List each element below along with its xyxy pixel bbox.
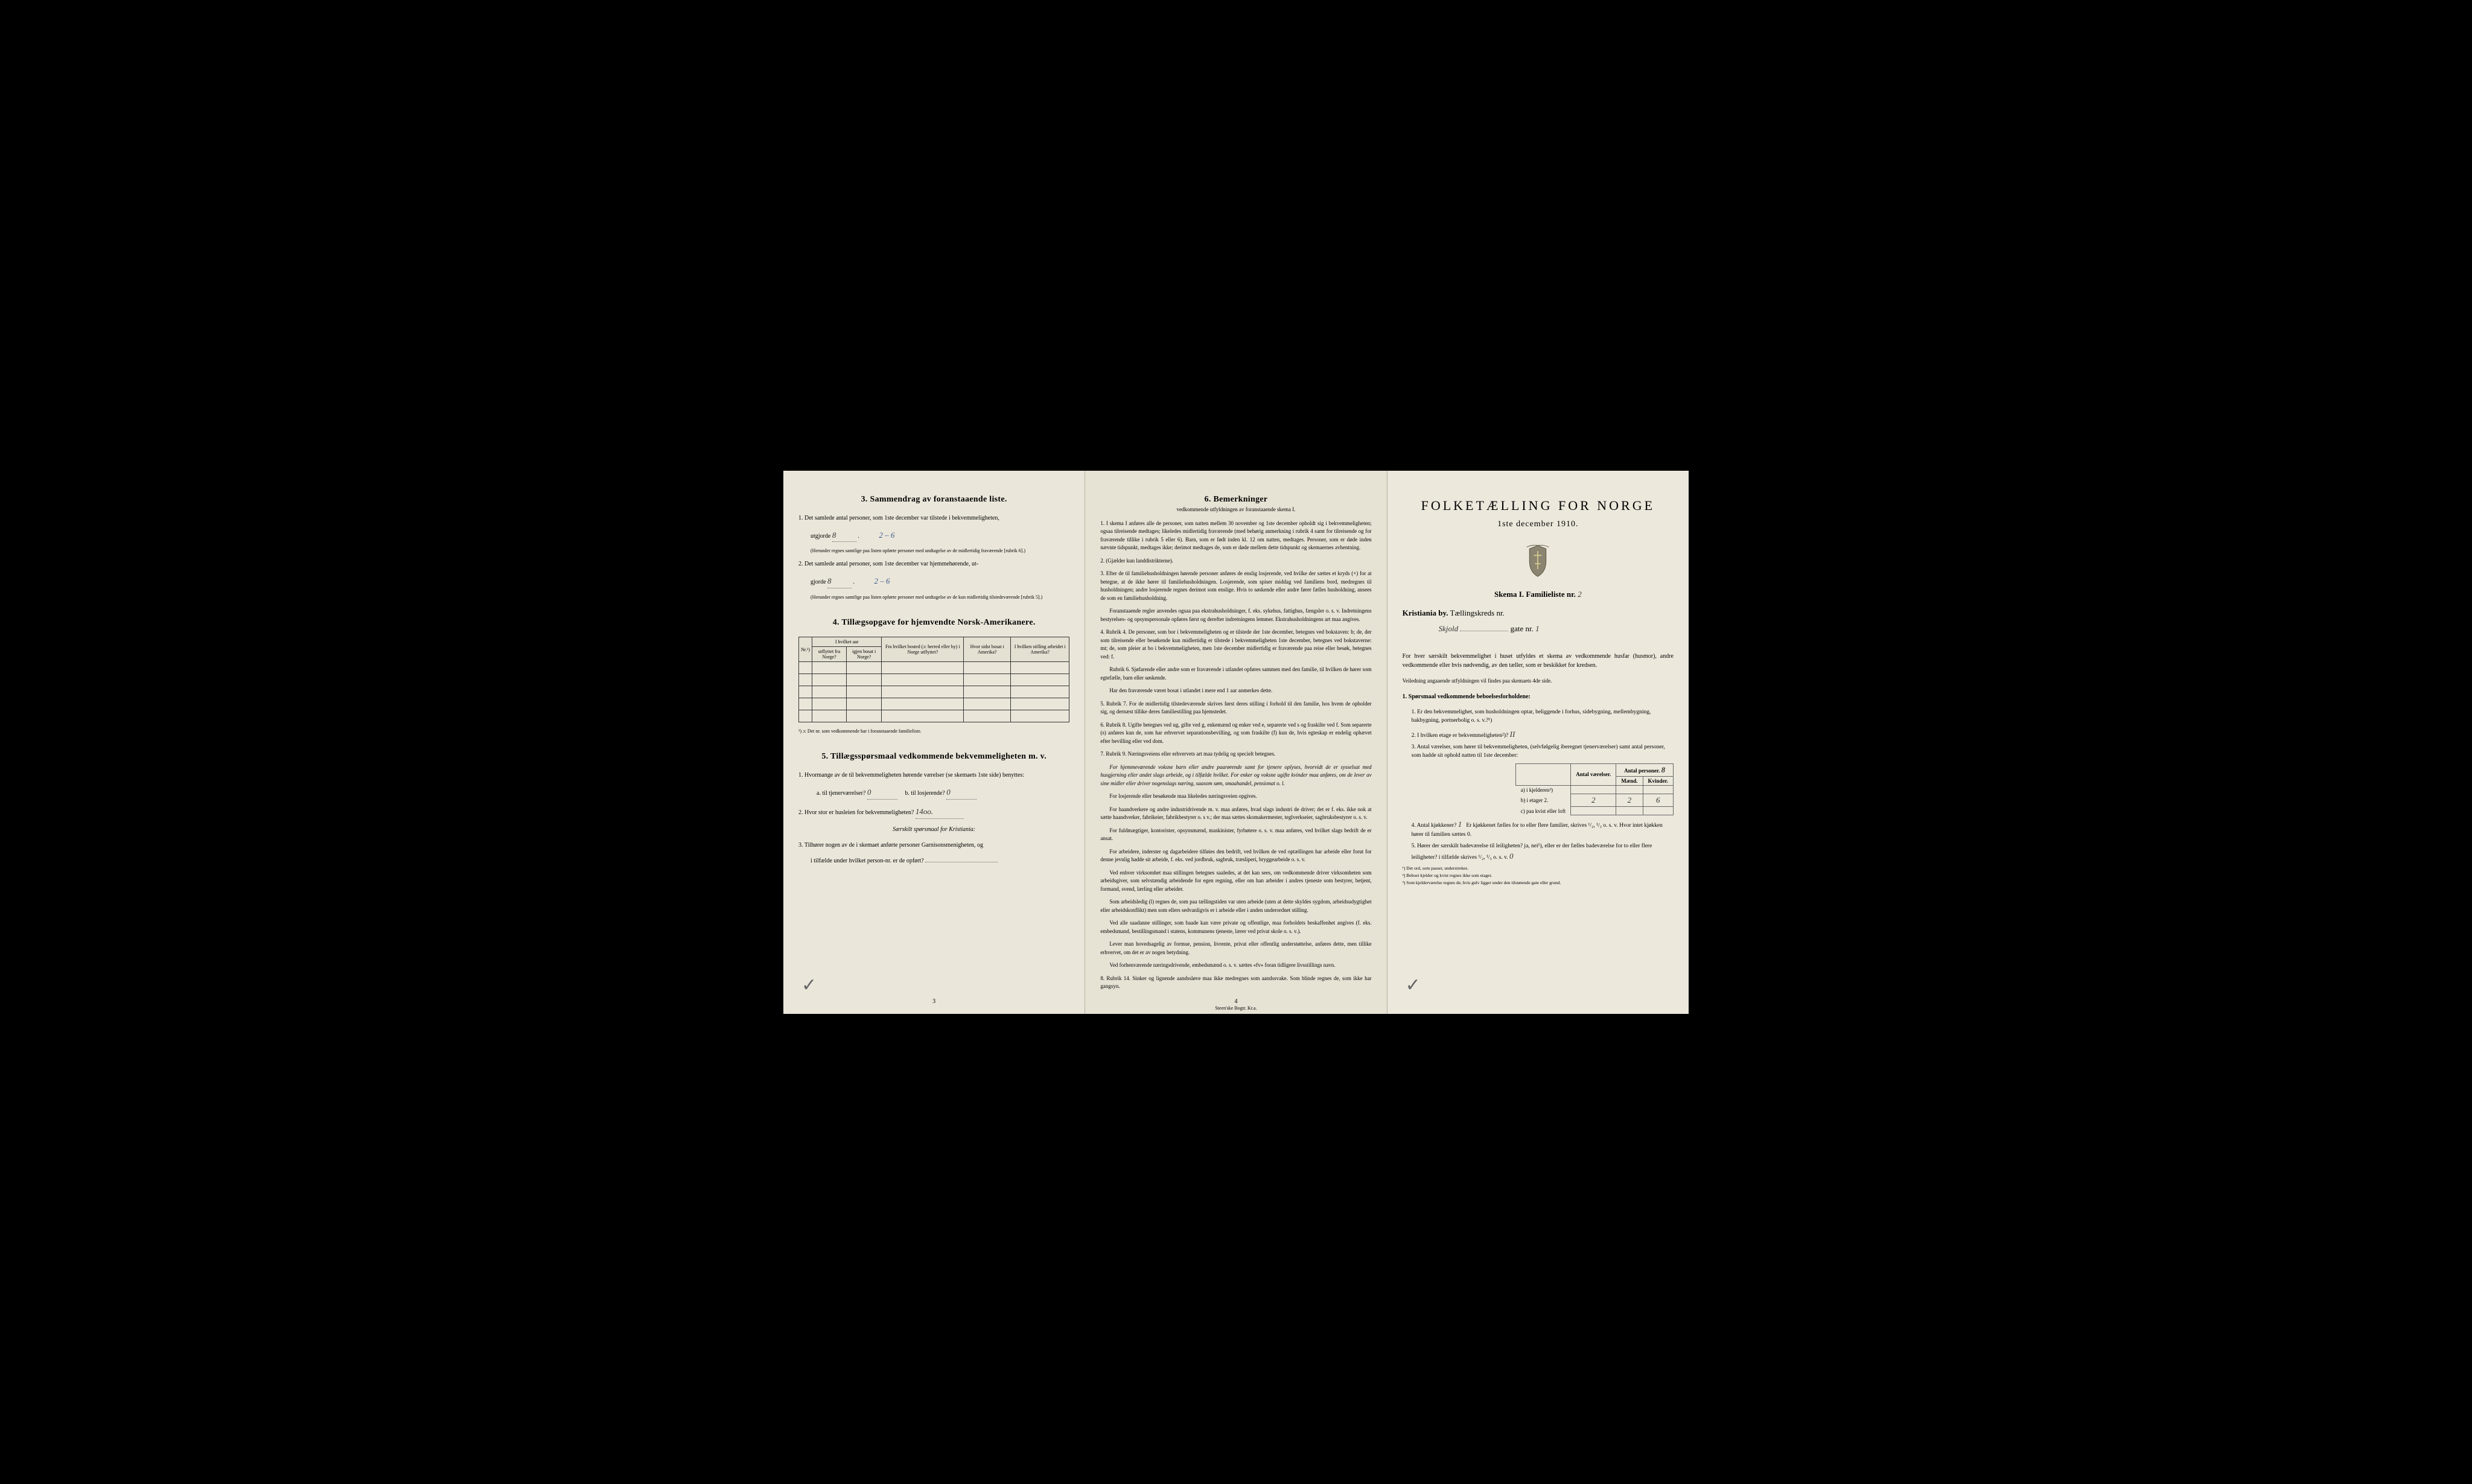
p6-8g: Ved enhver virksomhet maa stillingen bet… bbox=[1100, 869, 1371, 894]
p6-3b: Foranstaaende regler anvendes ogsaa paa … bbox=[1100, 607, 1371, 623]
p6-8b: For hjemmeværende voksne barn eller andr… bbox=[1100, 763, 1371, 788]
checkmark-icon: ✓ bbox=[801, 975, 817, 996]
p3-item1-note: (Herunder regnes samtlige paa listen opf… bbox=[798, 548, 1069, 553]
table-row bbox=[799, 674, 1069, 686]
coat-of-arms-icon bbox=[1523, 544, 1553, 578]
p6-1: 1. I skema I anføres alle de personer, s… bbox=[1100, 520, 1371, 552]
r-q1: 1. Er den bekvemmelighet, som husholdnin… bbox=[1403, 708, 1674, 725]
table-row: b) i etager 2. 2 2 6 bbox=[1516, 794, 1674, 807]
p6-2: 2. (Gjælder kun landdistrikterne). bbox=[1100, 557, 1371, 565]
street-line: Skjold gate nr. 1 bbox=[1403, 624, 1674, 634]
p6-7: 6. Rubrik 8. Ugifte betegnes ved ug, gif… bbox=[1100, 721, 1371, 746]
p6-4: 4. Rubrik 4. De personer, som bor i bekv… bbox=[1100, 628, 1371, 661]
p6-8e: For fuldmægtiger, kontorister, opsynsmæn… bbox=[1100, 827, 1371, 843]
p6-6: 5. Rubrik 7. For de midlertidig tilstede… bbox=[1100, 700, 1371, 716]
p5-q3: 3. Tilhører nogen av de i skemaet anført… bbox=[798, 841, 1069, 850]
p3-item1: 1. Det samlede antal personer, som 1ste … bbox=[798, 514, 1069, 523]
instruction: For hver særskilt bekvemmelighet i huset… bbox=[1403, 652, 1674, 670]
p5-q2note: Særskilt spørsmaal for Kristiania: bbox=[798, 825, 1069, 835]
fn3: ³) Som kjelderværelse regnes de, hvis gu… bbox=[1403, 880, 1674, 885]
panel-middle: 6. Bemerkninger vedkommende utfyldningen… bbox=[1085, 471, 1387, 1014]
panel-right: FOLKETÆLLING FOR NORGE 1ste december 191… bbox=[1387, 471, 1689, 1014]
p3-item2-note: (Herunder regnes samtlige paa listen opf… bbox=[798, 594, 1069, 600]
r-q5: 5. Hører der særskilt badeværelse til le… bbox=[1403, 842, 1674, 862]
table-row bbox=[799, 698, 1069, 710]
p5-q2: 2. Hvor stor er husleien for bekvemmelig… bbox=[798, 806, 1069, 819]
table-row: c) paa kvist eller loft bbox=[1516, 807, 1674, 815]
checkmark-icon: ✓ bbox=[1406, 975, 1421, 996]
noramer-table: Nr.¹) I hvilket aar Fra hvilket bosted (… bbox=[798, 637, 1069, 722]
table-row: a) i kjelderen³) bbox=[1516, 785, 1674, 794]
r-q4: 4. Antal kjøkkener? 1 Er kjøkkenet fælle… bbox=[1403, 818, 1674, 839]
r-q2: 2. I hvilken etage er bekvemmeligheten²)… bbox=[1403, 728, 1674, 740]
section3-title: 3. Sammendrag av foranstaaende liste. bbox=[798, 495, 1069, 505]
p6-8c: For losjerende eller besøkende maa likel… bbox=[1100, 792, 1371, 801]
p6-8h: Som arbeidsledig (l) regnes de, som paa … bbox=[1100, 898, 1371, 914]
page-number-4: 4 bbox=[1085, 998, 1386, 1005]
census-document: 3. Sammendrag av foranstaaende liste. 1.… bbox=[783, 471, 1689, 1014]
schema-line: Skema I. Familieliste nr. 2 bbox=[1403, 590, 1674, 599]
section4-title: 4. Tillægsopgave for hjemvendte Norsk-Am… bbox=[798, 618, 1069, 628]
p5-q3b: i tilfælde under hvilket person-nr. er d… bbox=[798, 856, 1069, 866]
section6-subtitle: vedkommende utfyldningen av foranstaaend… bbox=[1100, 506, 1371, 512]
main-title: FOLKETÆLLING FOR NORGE bbox=[1403, 498, 1674, 514]
section5-title: 5. Tillægsspørsmaal vedkommende bekvemme… bbox=[798, 752, 1069, 762]
page-number-3: 3 bbox=[783, 998, 1085, 1005]
p6-8i: Ved alle saadanne stillinger, som baade … bbox=[1100, 919, 1371, 935]
p5-q1: 1. Hvormange av de til bekvemmeligheten … bbox=[798, 771, 1069, 780]
p3-item2: 2. Det samlede antal personer, som 1ste … bbox=[798, 559, 1069, 569]
printer-credit: Steen'ske Bogtr. Kr.a. bbox=[1085, 1005, 1386, 1011]
table-row bbox=[799, 686, 1069, 698]
p6-3: 3. Efter de til familiehusholdningen hør… bbox=[1100, 570, 1371, 602]
city-line: Kristiania by. Tællingskreds nr. bbox=[1403, 608, 1674, 618]
room-count-table: Antal værelser. Antal personer. 8 Mænd. … bbox=[1515, 763, 1674, 816]
p3-item1-line: utgjorde 8 . 2 – 6 bbox=[798, 529, 1069, 543]
r-q3: 3. Antal værelser, som hører til bekvemm… bbox=[1403, 743, 1674, 760]
instruction2: Veiledning angaaende utfyldningen vil fi… bbox=[1403, 677, 1674, 686]
table-row bbox=[799, 662, 1069, 674]
table-row bbox=[799, 710, 1069, 722]
p3-item2-line: gjorde 8 . 2 – 6 bbox=[798, 575, 1069, 588]
p4-footnote: ¹) ɔ: Det nr. som vedkommende har i fora… bbox=[798, 728, 1069, 734]
panel-left: 3. Sammendrag av foranstaaende liste. 1.… bbox=[783, 471, 1085, 1014]
p6-8d: For haandverkere og andre industridriven… bbox=[1100, 806, 1371, 822]
main-subtitle: 1ste december 1910. bbox=[1403, 520, 1674, 529]
p6-8: 7. Rubrik 9. Næringsveiens eller erhverv… bbox=[1100, 750, 1371, 759]
p6-8f: For arbeidere, inderster og dagarbeidere… bbox=[1100, 848, 1371, 864]
p6-8k: Ved forhenværende næringsdrivende, embed… bbox=[1100, 961, 1371, 970]
p6-5: Rubrik 6. Sjøfarende eller andre som er … bbox=[1100, 666, 1371, 682]
p5-q1ab: a. til tjenerværelser? 0 b. til losjeren… bbox=[798, 786, 1069, 800]
fn2: ²) Beboet kjelder og kvist regnes ikke s… bbox=[1403, 873, 1674, 878]
fn1: ¹) Det ord, som passer, understrekes. bbox=[1403, 865, 1674, 871]
p6-9: 8. Rubrik 14. Sinker og lignende aandssl… bbox=[1100, 975, 1371, 991]
section6-title: 6. Bemerkninger bbox=[1100, 495, 1371, 505]
p6-8j: Lever man hovedsagelig av formue, pensio… bbox=[1100, 940, 1371, 957]
p6-5b: Har den fraværende været bosat i utlande… bbox=[1100, 687, 1371, 695]
section1-title: 1. Spørsmaal vedkommende beboelsesforhol… bbox=[1403, 692, 1674, 702]
